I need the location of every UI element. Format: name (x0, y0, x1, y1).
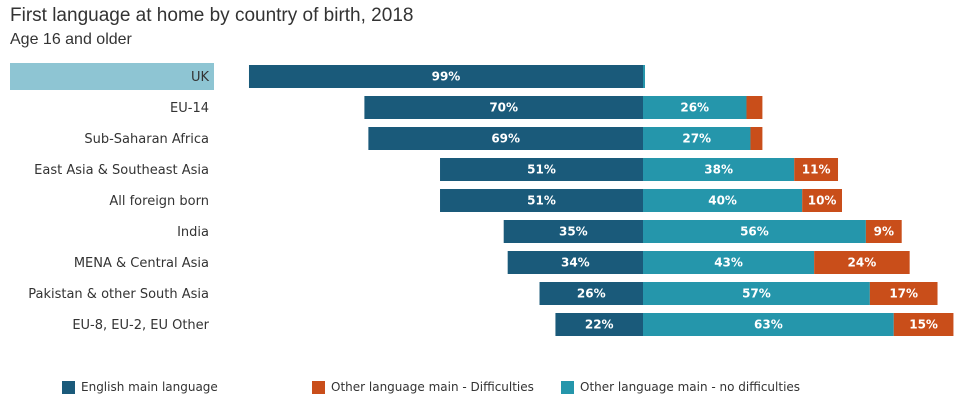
bar-label-difficulties-india: 9% (874, 225, 894, 239)
legend-item-english[interactable]: English main language (62, 380, 218, 394)
bar-label-no-difficulties-all-foreign-born: 40% (708, 194, 737, 208)
bar-label-english-eu-8-eu-2-eu-other: 22% (585, 318, 614, 332)
bar-difficulties-pakistan-other-south-asia[interactable] (869, 282, 938, 305)
bar-chart: UK 99% EU-14 70% 26% Sub-Saharan Africa 69% 27%… (10, 63, 954, 336)
bar-label-difficulties-pakistan-other-south-asia: 17% (889, 287, 918, 301)
bar-no-difficulties-india[interactable] (643, 220, 866, 243)
bar-label-no-difficulties-eu-14: 26% (680, 101, 709, 115)
bar-label-english-east-asia-southeast-asia: 51% (527, 163, 556, 177)
bar-label-no-difficulties-eu-8-eu-2-eu-other: 63% (754, 318, 783, 332)
bar-no-difficulties-all-foreign-born[interactable] (643, 189, 803, 212)
category-label-sub-saharan-africa: Sub-Saharan Africa (84, 132, 209, 147)
bar-english-pakistan-other-south-asia[interactable] (539, 282, 643, 305)
bar-label-no-difficulties-sub-saharan-africa: 27% (682, 132, 711, 146)
bar-label-no-difficulties-india: 56% (740, 225, 769, 239)
bar-no-difficulties-pakistan-other-south-asia[interactable] (643, 282, 870, 305)
category-label-eu-14: EU-14 (170, 101, 209, 116)
legend-swatch-other-no-difficulties (561, 380, 574, 394)
legend-label-english: English main language (81, 380, 218, 394)
legend: English main language Other language mai… (62, 380, 942, 400)
bar-english-uk[interactable] (248, 65, 644, 88)
bar-no-difficulties-sub-saharan-africa[interactable] (643, 127, 751, 150)
bar-english-sub-saharan-africa[interactable] (368, 127, 643, 150)
highlight-band-uk (10, 63, 214, 90)
bar-label-no-difficulties-pakistan-other-south-asia: 57% (742, 287, 771, 301)
category-label-india: India (177, 225, 209, 240)
bar-english-eu-14[interactable] (364, 96, 643, 119)
bar-difficulties-all-foreign-born[interactable] (802, 189, 842, 212)
bar-label-difficulties-east-asia-southeast-asia: 11% (802, 163, 831, 177)
category-label-pakistan-other-south-asia: Pakistan & other South Asia (28, 287, 209, 302)
bar-label-english-eu-14: 70% (489, 101, 518, 115)
bar-difficulties-india[interactable] (865, 220, 902, 243)
legend-label-other-difficulties: Other language main - Difficulties (331, 380, 534, 394)
bar-english-mena-central-asia[interactable] (507, 251, 643, 274)
bar-no-difficulties-east-asia-southeast-asia[interactable] (643, 158, 795, 181)
category-label-eu-8-eu-2-eu-other: EU-8, EU-2, EU Other (72, 318, 209, 333)
bar-label-english-mena-central-asia: 34% (561, 256, 590, 270)
bar-label-english-pakistan-other-south-asia: 26% (577, 287, 606, 301)
bar-english-east-asia-southeast-asia[interactable] (440, 158, 643, 181)
bar-difficulties-mena-central-asia[interactable] (814, 251, 910, 274)
legend-item-other-difficulties[interactable]: Other language main - Difficulties (312, 380, 534, 394)
legend-label-other-no-difficulties: Other language main - no difficulties (580, 380, 801, 394)
bar-no-difficulties-eu-14[interactable] (643, 96, 747, 119)
bar-difficulties-east-asia-southeast-asia[interactable] (794, 158, 839, 181)
bar-english-india[interactable] (503, 220, 643, 243)
bar-difficulties-eu-8-eu-2-eu-other[interactable] (893, 313, 954, 336)
category-label-east-asia-southeast-asia: East Asia & Southeast Asia (34, 163, 209, 178)
category-label-mena-central-asia: MENA & Central Asia (74, 256, 209, 271)
legend-swatch-english (62, 380, 75, 394)
bar-label-english-uk: 99% (432, 70, 461, 84)
bar-no-difficulties-uk[interactable] (643, 65, 645, 88)
bar-english-all-foreign-born[interactable] (440, 189, 643, 212)
category-label-all-foreign-born: All foreign born (109, 194, 209, 209)
chart-subtitle: Age 16 and older (10, 31, 132, 48)
legend-item-other-no-difficulties[interactable]: Other language main - no difficulties (561, 380, 800, 394)
chart-title: First language at home by country of bir… (10, 5, 414, 26)
bar-label-no-difficulties-mena-central-asia: 43% (714, 256, 743, 270)
bar-label-english-sub-saharan-africa: 69% (491, 132, 520, 146)
bar-label-english-india: 35% (559, 225, 588, 239)
bar-label-difficulties-all-foreign-born: 10% (808, 194, 837, 208)
bar-difficulties-eu-14[interactable] (746, 96, 763, 119)
bar-no-difficulties-eu-8-eu-2-eu-other[interactable] (643, 313, 894, 336)
bar-label-no-difficulties-east-asia-southeast-asia: 38% (704, 163, 733, 177)
legend-swatch-other-difficulties (312, 380, 325, 394)
bar-no-difficulties-mena-central-asia[interactable] (643, 251, 815, 274)
bar-label-difficulties-mena-central-asia: 24% (848, 256, 877, 270)
bar-difficulties-sub-saharan-africa[interactable] (750, 127, 763, 150)
bar-label-difficulties-eu-8-eu-2-eu-other: 15% (909, 318, 938, 332)
bar-english-eu-8-eu-2-eu-other[interactable] (555, 313, 643, 336)
category-label-uk: UK (191, 70, 210, 85)
bar-label-english-all-foreign-born: 51% (527, 194, 556, 208)
